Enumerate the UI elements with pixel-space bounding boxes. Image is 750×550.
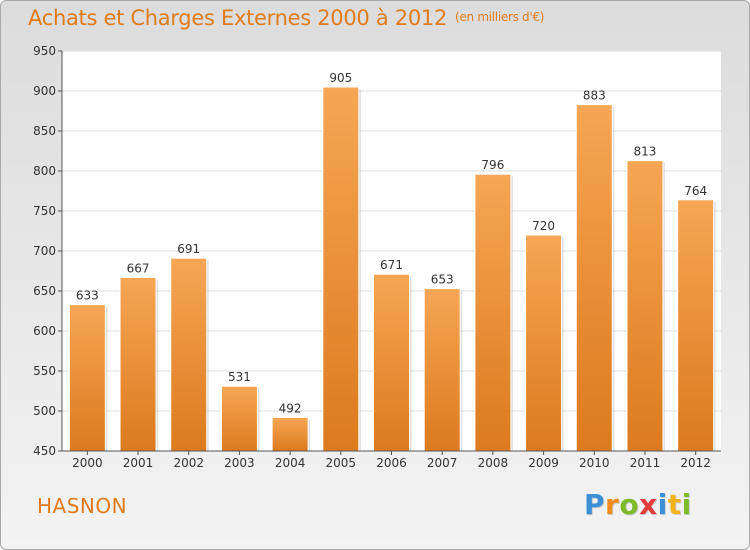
logo-letter: i — [681, 488, 692, 521]
chart-title-text: Achats et Charges Externes 2000 à 2012 — [28, 6, 448, 30]
x-tick-label: 2003 — [224, 456, 255, 470]
y-tick-label: 450 — [33, 444, 56, 458]
bar-2003 — [220, 385, 258, 452]
logo-letter: x — [639, 488, 658, 521]
logo-letter: r — [605, 488, 620, 521]
y-tick-label: 900 — [33, 84, 56, 98]
bar-value-label: 531 — [228, 370, 251, 384]
bar-2004 — [271, 416, 309, 452]
y-tick-label: 500 — [33, 404, 56, 418]
x-tick-label: 2008 — [478, 456, 509, 470]
y-tick-label: 650 — [33, 284, 56, 298]
bar-value-label: 667 — [127, 261, 150, 275]
logo-letter: t — [667, 488, 682, 521]
bar-value-label: 813 — [634, 145, 657, 159]
bar-2005 — [322, 86, 360, 452]
y-tick-label: 600 — [33, 324, 56, 338]
x-tick-label: 2005 — [326, 456, 357, 470]
bar-2000 — [68, 304, 106, 452]
bar-value-label: 653 — [431, 273, 454, 287]
bar-value-label: 905 — [329, 71, 352, 85]
bar-2007 — [423, 288, 461, 452]
bar-value-label: 671 — [380, 258, 403, 272]
bar-2012 — [677, 199, 715, 452]
commune-name: HASNON — [37, 494, 128, 518]
bar-value-label: 796 — [481, 158, 504, 172]
bar-value-label: 633 — [76, 289, 99, 303]
bar-2011 — [626, 160, 664, 452]
chart-subtitle: (en milliers d'€) — [455, 10, 545, 24]
y-tick-label: 700 — [33, 244, 56, 258]
logo-letter: P — [584, 488, 606, 521]
x-tick-label: 2007 — [427, 456, 458, 470]
y-tick-label: 800 — [33, 164, 56, 178]
y-tick-label: 550 — [33, 364, 56, 378]
x-tick-label: 2010 — [579, 456, 610, 470]
x-tick-label: 2004 — [275, 456, 306, 470]
x-tick-label: 2011 — [630, 456, 661, 470]
y-tick-label: 950 — [33, 44, 56, 58]
y-tick-label: 750 — [33, 204, 56, 218]
y-tick-label: 850 — [33, 124, 56, 138]
bar-value-label: 492 — [279, 401, 302, 415]
logo-letter: i — [657, 488, 668, 521]
bar-2001 — [119, 276, 157, 452]
bar-2009 — [525, 234, 563, 452]
bar-value-label: 764 — [684, 184, 707, 198]
bar-value-label: 691 — [177, 242, 200, 256]
x-tick-label: 2009 — [528, 456, 559, 470]
bar-value-label: 883 — [583, 89, 606, 103]
proxiti-logo[interactable]: Proxiti — [584, 488, 692, 521]
bar-2006 — [373, 273, 410, 452]
x-tick-label: 2006 — [376, 456, 407, 470]
bar-2008 — [474, 173, 512, 452]
bar-value-label: 720 — [532, 219, 555, 233]
chart-title: Achats et Charges Externes 2000 à 2012 (e… — [28, 6, 544, 30]
x-tick-label: 2000 — [72, 456, 103, 470]
x-tick-label: 2002 — [173, 456, 204, 470]
bar-2010 — [575, 104, 613, 452]
x-tick-label: 2012 — [680, 456, 711, 470]
x-tick-label: 2001 — [123, 456, 154, 470]
logo-letter: o — [619, 488, 640, 521]
bar-2002 — [170, 257, 208, 452]
